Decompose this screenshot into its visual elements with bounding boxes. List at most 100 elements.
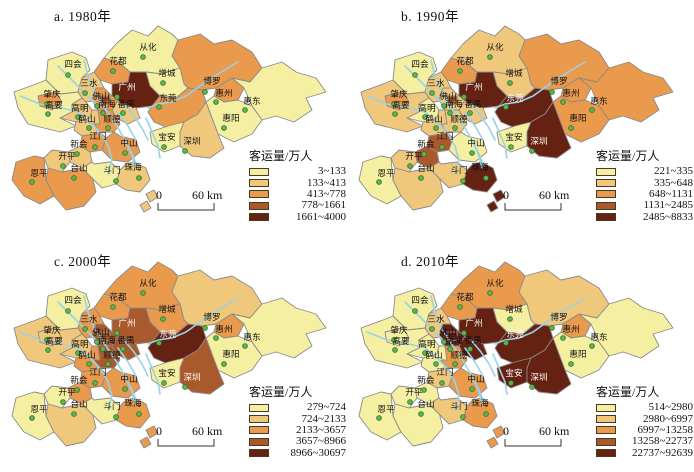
city-marker-zhongshan bbox=[122, 150, 128, 156]
city-label-dongguan: 东莞 bbox=[159, 92, 177, 104]
legend-row: 22737~92639 bbox=[596, 447, 693, 459]
legend-swatch bbox=[596, 437, 616, 446]
legend-row: 514~2980 bbox=[596, 402, 693, 413]
city-marker-jiangmen bbox=[439, 144, 445, 150]
city-label-nanhai: 南海 bbox=[98, 98, 116, 110]
city-marker-doumen bbox=[460, 414, 466, 420]
city-marker-huizhou bbox=[560, 99, 566, 105]
city-label-kaiping: 开平 bbox=[405, 151, 423, 162]
city-marker-taishan bbox=[71, 411, 77, 417]
city-label-zhongshan: 中山 bbox=[120, 373, 137, 385]
legend-row: 6997~13258 bbox=[596, 423, 693, 436]
legend-title: 客运量/万人 bbox=[596, 149, 660, 163]
city-label-enping: 恩平 bbox=[30, 168, 48, 179]
city-label-enping: 恩平 bbox=[30, 404, 48, 415]
city-label-huizhou: 惠州 bbox=[562, 87, 579, 99]
city-marker-huiyang bbox=[221, 125, 227, 131]
city-marker-shenzhen bbox=[529, 148, 535, 154]
city-marker-doumen bbox=[113, 178, 119, 184]
city-label-jiangmen: 江门 bbox=[89, 366, 106, 378]
city-marker-jiangmen bbox=[439, 380, 445, 386]
city-label-shunde: 顺德 bbox=[450, 349, 468, 361]
city-label-jiangmen: 江门 bbox=[436, 130, 453, 142]
scale-end-label: 60 km bbox=[192, 188, 223, 202]
city-label-huizhou: 惠州 bbox=[215, 87, 232, 99]
city-marker-baoan bbox=[161, 144, 167, 150]
legend-swatch bbox=[596, 179, 616, 188]
city-label-huadu: 花都 bbox=[456, 291, 474, 303]
city-marker-shunde bbox=[105, 125, 111, 131]
city-label-enping: 恩平 bbox=[377, 404, 395, 415]
city-label-huidong: 惠东 bbox=[590, 95, 608, 107]
city-label-huiyang: 惠阳 bbox=[569, 348, 586, 360]
city-marker-dongguan bbox=[503, 340, 509, 346]
legend-swatch bbox=[249, 426, 269, 435]
city-marker-zhaoqing bbox=[391, 101, 397, 107]
legend-range: 6997~13258 bbox=[637, 423, 693, 436]
river-line bbox=[472, 141, 485, 167]
city-label-gaoyao: 高要 bbox=[45, 335, 63, 347]
legend-row: 2485~8833 bbox=[596, 210, 693, 223]
city-label-panyu: 番禺 bbox=[464, 334, 481, 346]
city-label-nanhai: 南海 bbox=[445, 334, 463, 346]
city-label-zhaoqing: 肇庆 bbox=[43, 324, 61, 336]
legend-range: 13258~22737 bbox=[632, 435, 693, 448]
city-label-sihui: 四会 bbox=[411, 294, 429, 306]
river-line bbox=[492, 353, 508, 395]
panel-2000: c. 2000年 从化 四会 花都 增城 三水 广州 博罗 惠州 惠东 肇庆 高要 佛山 东莞 高明 南海番… bbox=[0, 236, 347, 472]
legend: 客运量/万人 3~133 133~413 413~778 778~1661 1661~4… bbox=[249, 147, 346, 223]
legend-range: 1661~4000 bbox=[296, 210, 346, 223]
city-label-huiyang: 惠阳 bbox=[569, 112, 586, 124]
city-label-guangzhou: 广州 bbox=[465, 81, 482, 93]
city-label-doumen: 斗门 bbox=[103, 400, 120, 412]
city-marker-zhuhai bbox=[483, 175, 489, 181]
scale-bar: 0 60 km bbox=[148, 424, 240, 454]
legend-row: 279~724 bbox=[249, 402, 346, 413]
river-line bbox=[125, 141, 138, 167]
city-label-zhongshan: 中山 bbox=[467, 137, 484, 149]
city-label-doumen: 斗门 bbox=[450, 400, 467, 412]
river-line bbox=[125, 377, 138, 403]
legend-swatch bbox=[596, 449, 616, 458]
river-line bbox=[147, 297, 239, 345]
panel-title: d. 2010年 bbox=[401, 254, 459, 269]
legend-range: 778~1661 bbox=[301, 199, 346, 212]
river-line bbox=[470, 339, 496, 377]
legend-row: 8966~30697 bbox=[249, 447, 346, 459]
region-zhuhai_i1 bbox=[492, 425, 506, 439]
panel-1990: b. 1990年 从化 四会 花都 增城 三水 广州 博罗 惠州 惠东 肇庆 高要 佛山 东莞 高明 南海番… bbox=[347, 0, 694, 236]
river-line bbox=[492, 117, 508, 159]
city-marker-doumen bbox=[460, 178, 466, 184]
legend-swatch bbox=[249, 449, 269, 458]
city-marker-guangzhou bbox=[461, 94, 467, 100]
city-label-heshan: 鹤山 bbox=[425, 349, 442, 361]
city-label-dongguan: 东莞 bbox=[159, 328, 177, 340]
city-marker-zhaoqing bbox=[44, 101, 50, 107]
city-label-gaoming: 高明 bbox=[71, 338, 88, 350]
region-huidong bbox=[231, 61, 327, 123]
region-zhuhai bbox=[115, 397, 151, 429]
city-marker-zhuhai bbox=[136, 411, 142, 417]
city-label-zhaoqing: 肇庆 bbox=[390, 324, 408, 336]
city-marker-huidong bbox=[589, 343, 595, 349]
region-huidong bbox=[578, 297, 674, 359]
city-label-boluo: 博罗 bbox=[550, 75, 567, 87]
legend-swatch bbox=[596, 403, 616, 412]
legend-title: 客运量/万人 bbox=[249, 149, 313, 163]
river-line bbox=[145, 117, 161, 159]
region-taishan bbox=[45, 403, 97, 447]
legend-range: 2485~8833 bbox=[643, 210, 693, 223]
city-label-foshan: 佛山 bbox=[439, 90, 456, 102]
city-marker-baoan bbox=[508, 380, 514, 386]
city-marker-gaoyao bbox=[45, 347, 51, 353]
city-marker-jiangmen bbox=[92, 144, 98, 150]
city-label-kaiping: 开平 bbox=[405, 387, 423, 398]
scale-bar: 0 60 km bbox=[495, 424, 587, 454]
city-marker-huidong bbox=[589, 107, 595, 113]
legend-range: 1131~2485 bbox=[643, 199, 693, 212]
scale-bar-line bbox=[157, 439, 215, 447]
city-marker-huiyang bbox=[568, 125, 574, 131]
legend-swatch bbox=[596, 426, 616, 435]
